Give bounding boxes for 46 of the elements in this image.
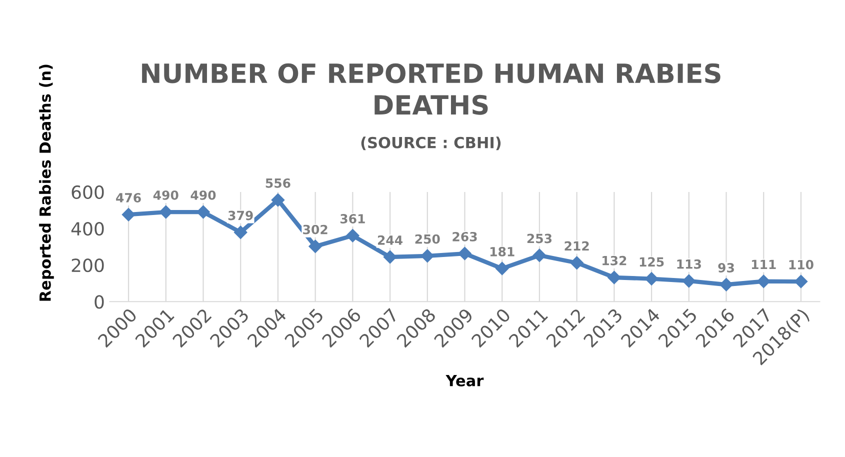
data-label: 476 xyxy=(116,193,141,202)
y-tick-label: 200 xyxy=(72,258,104,272)
data-label: 111 xyxy=(752,260,776,270)
data-label: 253 xyxy=(527,234,552,244)
point xyxy=(720,278,733,292)
data-label: 132 xyxy=(602,256,626,266)
point xyxy=(682,274,696,288)
data-label: 490 xyxy=(190,190,216,200)
point xyxy=(383,250,397,264)
data-label: 379 xyxy=(228,210,253,220)
point xyxy=(271,193,285,207)
chart-title: NUMBER OF REPORTED HUMAN RABIES DEATHS xyxy=(142,63,720,115)
point xyxy=(234,226,248,239)
point xyxy=(644,272,658,286)
data-label: 125 xyxy=(640,257,664,267)
data-label: 93 xyxy=(718,263,734,272)
data-label: 361 xyxy=(340,214,365,224)
point xyxy=(122,208,136,222)
y-tick-label: 600 xyxy=(72,185,104,200)
data-label: 302 xyxy=(303,224,328,234)
x-axis-title: Year xyxy=(446,375,484,386)
data-label: 244 xyxy=(378,235,403,245)
point xyxy=(346,229,360,242)
data-label: 212 xyxy=(564,241,589,251)
point xyxy=(458,246,472,260)
point xyxy=(794,274,808,288)
point xyxy=(532,248,546,262)
data-label: 263 xyxy=(452,232,477,242)
data-label: 556 xyxy=(266,178,290,188)
point xyxy=(420,249,434,263)
data-label: 181 xyxy=(490,246,514,256)
point xyxy=(570,256,584,270)
data-label: 110 xyxy=(789,260,814,270)
point xyxy=(496,262,509,276)
y-axis-title: Reported Rabies Deaths (n) xyxy=(39,64,54,301)
chart-subtitle: (SOURCE : CBHI) xyxy=(361,136,501,150)
data-label: 490 xyxy=(153,190,178,200)
data-label: 113 xyxy=(677,259,701,269)
point xyxy=(608,270,621,284)
point xyxy=(196,205,210,219)
y-tick-label: 0 xyxy=(94,295,104,309)
point xyxy=(159,205,172,219)
point xyxy=(757,274,770,288)
y-tick-label: 400 xyxy=(71,222,104,236)
point xyxy=(308,240,322,253)
data-label: 250 xyxy=(415,234,440,244)
